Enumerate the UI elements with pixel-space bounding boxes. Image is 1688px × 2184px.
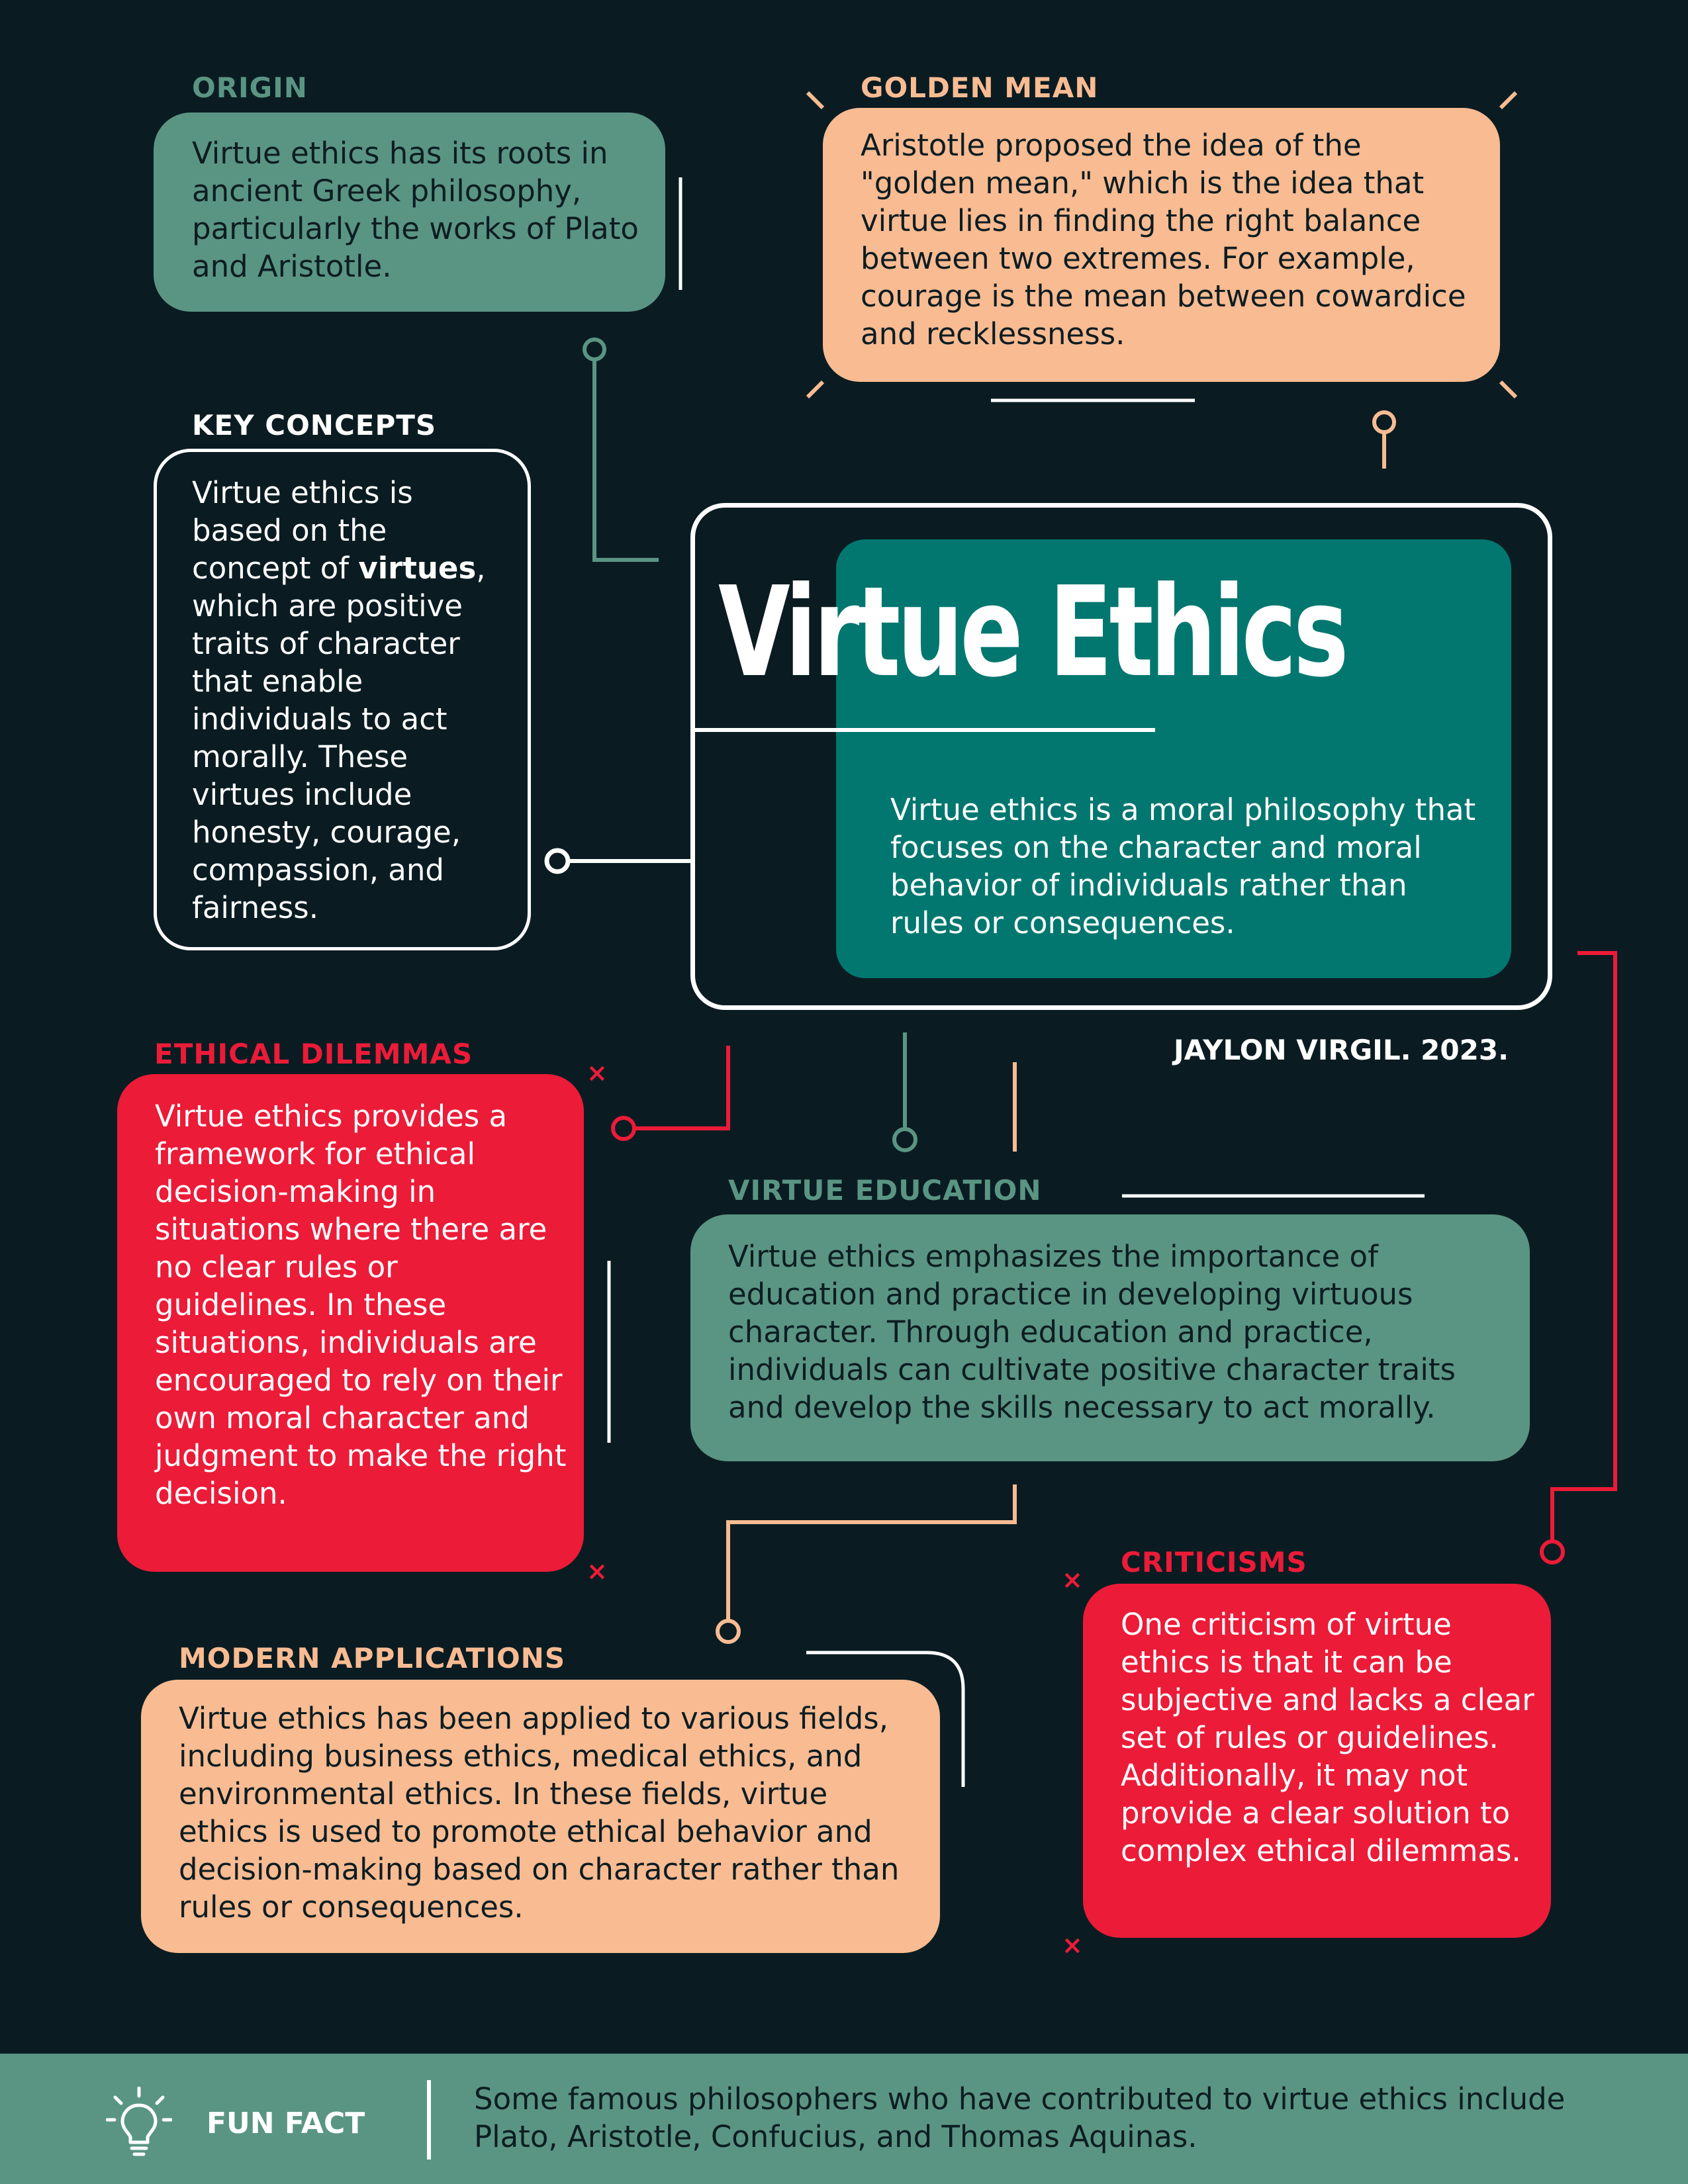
virtue-education-text: Virtue ethics emphasizes the importance … xyxy=(728,1239,1456,1425)
criticisms-connector-line xyxy=(1550,951,1617,1542)
x-mark-icon: × xyxy=(1062,1565,1083,1594)
ethical-dilemmas-text: Virtue ethics provides a framework for e… xyxy=(155,1099,567,1511)
hero-divider xyxy=(690,728,1155,732)
page-title: Virtue Ethics xyxy=(718,560,1349,705)
modern-applications-corner-line xyxy=(806,1651,965,1787)
golden-mean-tick-tr xyxy=(1499,91,1518,110)
x-mark-icon: × xyxy=(586,1058,608,1087)
virtue-education-box: Virtue ethics emphasizes the importance … xyxy=(690,1214,1530,1461)
criticisms-text: One criticism of virtue ethics is that i… xyxy=(1121,1607,1534,1868)
origin-text: Virtue ethics has its roots in ancient G… xyxy=(192,136,639,284)
golden-mean-connector-node xyxy=(1372,410,1396,434)
fun-fact-text: Some famous philosophers who have contri… xyxy=(474,2081,1566,2154)
key-concepts-text: Virtue ethics is based on the concept of… xyxy=(192,475,486,925)
modern-applications-text: Virtue ethics has been applied to variou… xyxy=(179,1701,900,1925)
origin-connector-line xyxy=(592,359,659,562)
key-concepts-bold-term: virtues xyxy=(358,551,477,586)
golden-mean-tick-bl xyxy=(806,380,825,399)
modern-applications-box: Virtue ethics has been applied to variou… xyxy=(141,1680,940,1953)
golden-mean-tick-tl xyxy=(806,91,825,110)
lightbulb-icon xyxy=(106,2087,172,2156)
criticisms-box: One criticism of virtue ethics is that i… xyxy=(1083,1584,1551,1938)
golden-mean-box: Aristotle proposed the idea of the "gold… xyxy=(823,108,1500,382)
ethical-dilemmas-label: ETHICAL DILEMMAS xyxy=(154,1038,473,1070)
modern-applications-connector-line xyxy=(726,1484,1017,1620)
origin-box: Virtue ethics has its roots in ancient G… xyxy=(154,113,665,312)
origin-connector-node xyxy=(583,338,606,361)
modern-applications-label: MODERN APPLICATIONS xyxy=(179,1642,566,1674)
fun-fact-label: FUN FACT xyxy=(207,2107,365,2140)
virtue-education-connector-node xyxy=(892,1127,917,1152)
criticisms-connector-node xyxy=(1540,1539,1565,1565)
hero-frame xyxy=(690,503,1552,1010)
modern-applications-connector-node xyxy=(716,1619,741,1644)
ethical-dilemmas-box: Virtue ethics provides a framework for e… xyxy=(117,1074,584,1572)
key-concepts-connector-node xyxy=(544,848,571,874)
hero-description: Virtue ethics is a moral philosophy that… xyxy=(890,792,1476,940)
x-mark-icon: × xyxy=(586,1557,608,1586)
hero-fill xyxy=(836,539,1511,978)
criticisms-label: CRITICISMS xyxy=(1121,1546,1307,1578)
golden-mean-tick-br xyxy=(1499,380,1518,399)
golden-mean-text: Aristotle proposed the idea of the "gold… xyxy=(861,128,1466,351)
origin-label: ORIGIN xyxy=(192,71,308,104)
ethical-dilemmas-connector-node xyxy=(611,1116,636,1141)
ethical-dilemmas-connector-line xyxy=(634,1046,730,1130)
fun-fact-footer: FUN FACT Some famous philosophers who ha… xyxy=(0,2054,1688,2184)
author-credit: JAYLON VIRGIL. 2023. xyxy=(1174,1034,1509,1066)
x-mark-icon: × xyxy=(1062,1931,1083,1960)
virtue-education-label: VIRTUE EDUCATION xyxy=(728,1174,1042,1206)
key-concepts-box: Virtue ethics is based on the concept of… xyxy=(154,449,531,950)
footer-divider xyxy=(427,2080,431,2160)
key-concepts-label: KEY CONCEPTS xyxy=(192,409,437,441)
golden-mean-label: GOLDEN MEAN xyxy=(861,71,1099,104)
